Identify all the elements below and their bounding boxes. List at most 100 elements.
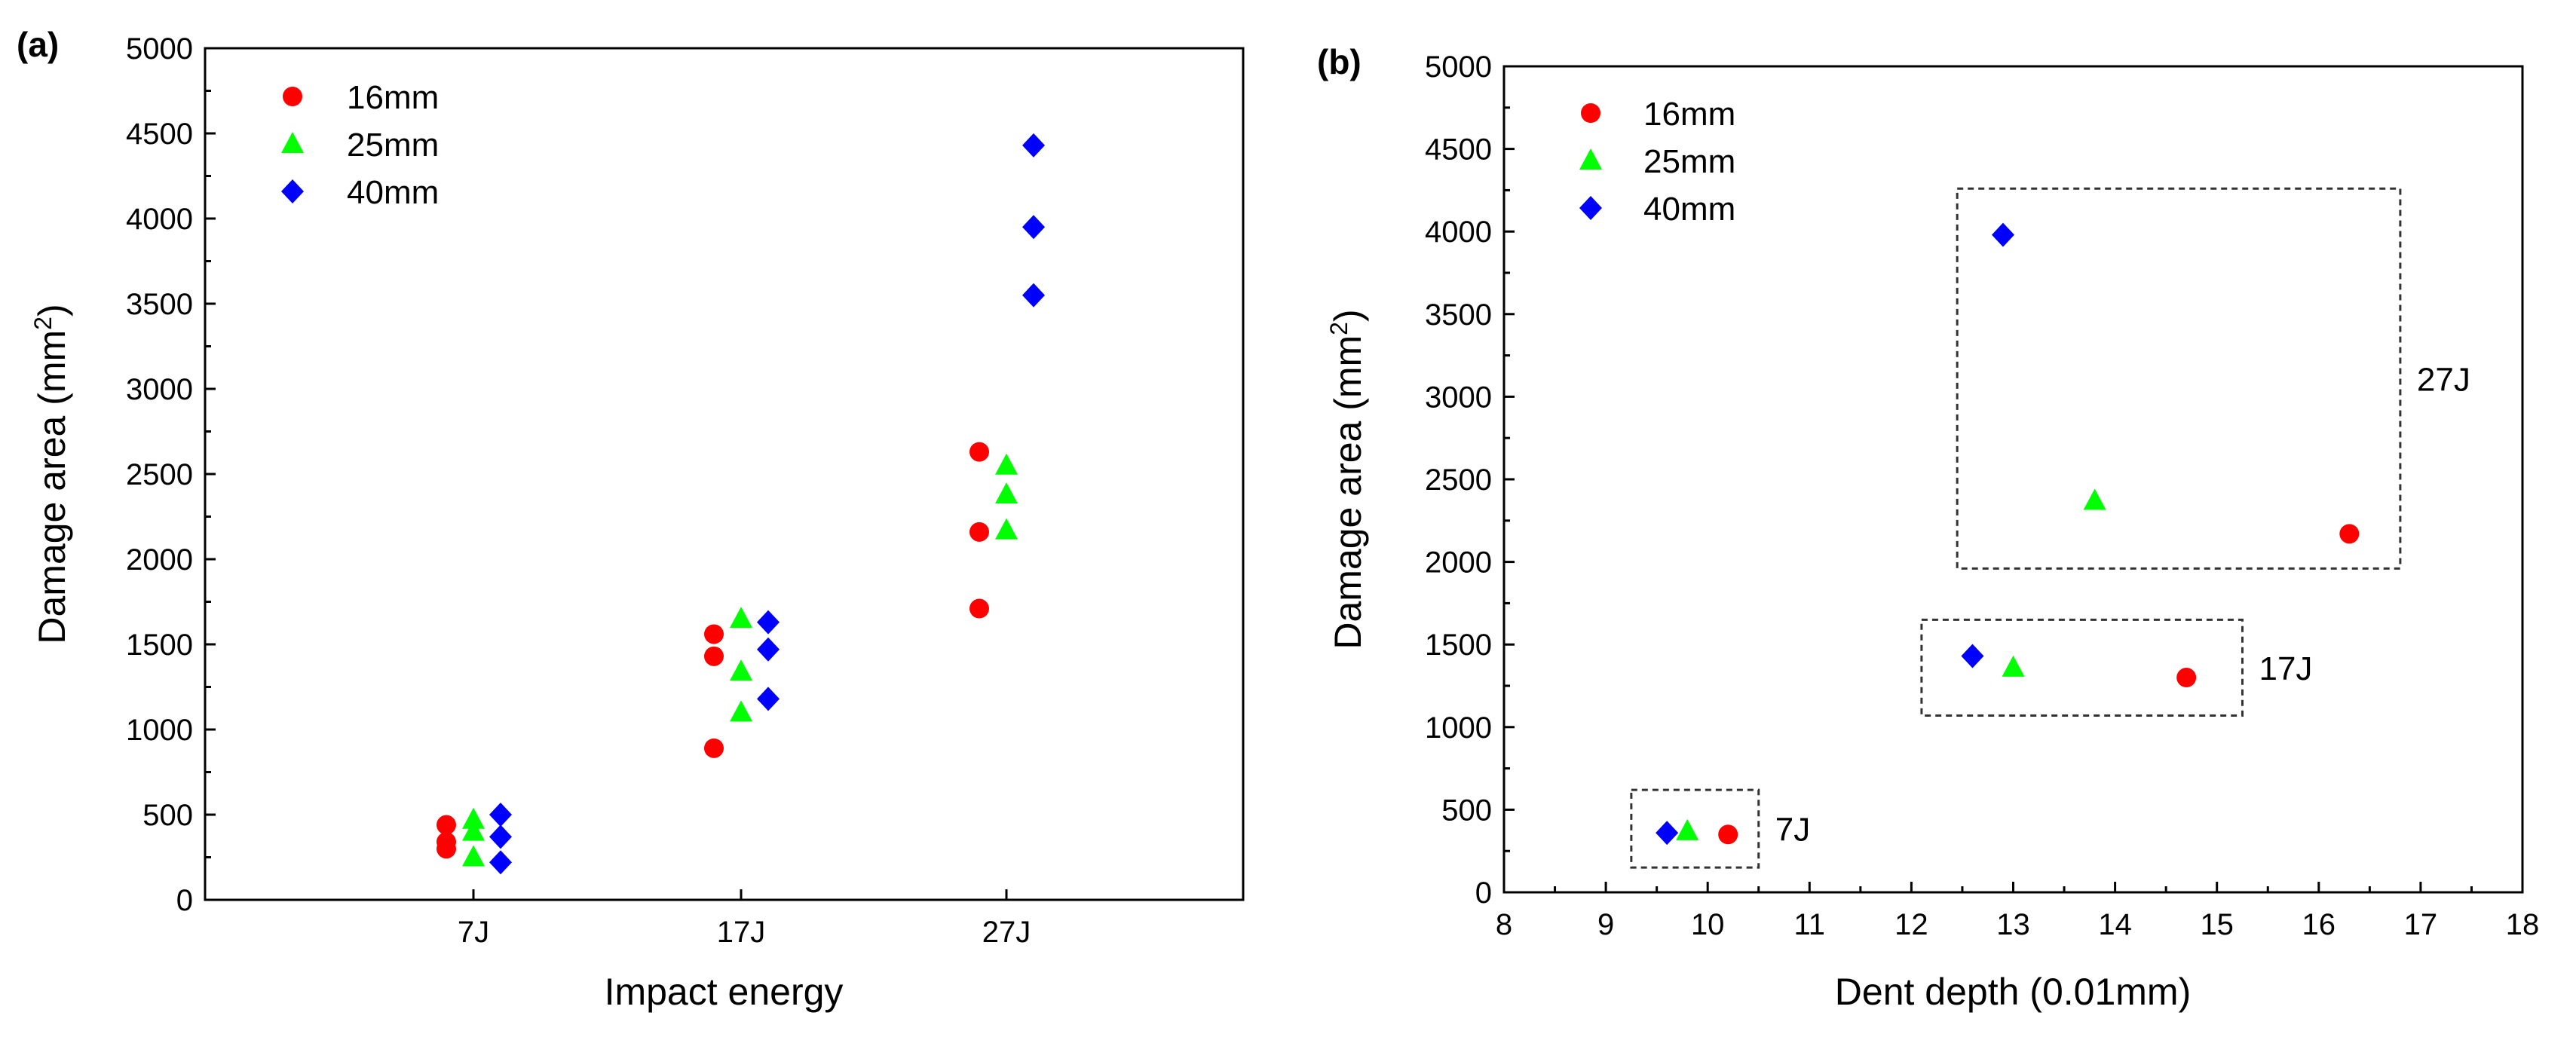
legend-marker-40mm — [281, 179, 304, 203]
group-box-27J — [1956, 187, 2402, 570]
x-tick-label: 16 — [2302, 908, 2336, 941]
panel-b-y-title-main: Damage area (mm — [1327, 335, 1369, 650]
y-tick-label: 5000 — [126, 32, 193, 66]
group-box-7J — [1630, 788, 1760, 869]
panel-b-data-points — [1656, 222, 2360, 846]
group-label-27J: 27J — [2417, 361, 2470, 398]
x-tick-label: 12 — [1894, 908, 1928, 941]
y-tick-label: 1000 — [1425, 711, 1492, 745]
x-tick-label: 13 — [1996, 908, 2030, 941]
y-tick-label: 4500 — [1425, 133, 1492, 167]
data-point-16mm — [704, 738, 724, 758]
y-tick-label: 5000 — [1425, 50, 1492, 84]
x-tick-label: 9 — [1597, 908, 1614, 941]
y-tick-label: 3000 — [126, 373, 193, 406]
data-point-25mm — [462, 819, 485, 841]
panel-a: (a) 0 500 1000 1500 2000 2500 3000 3500 4000 4500… — [17, 25, 1245, 1013]
x-tick-label: 7J — [458, 916, 489, 949]
y-tick-label: 4500 — [126, 118, 193, 151]
data-point-40mm — [1022, 283, 1045, 307]
x-tick-label: 10 — [1691, 908, 1725, 941]
legend-label-40mm: 40mm — [347, 174, 439, 211]
legend-marker-25mm — [1579, 148, 1602, 170]
y-tick-label: 3500 — [126, 288, 193, 321]
data-point-16mm — [2339, 524, 2360, 544]
panel-a-label: (a) — [17, 25, 59, 64]
data-point-40mm — [1961, 644, 1984, 668]
y-tick-label: 2500 — [1425, 463, 1492, 497]
y-tick-label: 500 — [1441, 794, 1492, 827]
data-point-25mm — [1676, 818, 1699, 840]
panel-b-annotations: 7J 17J 27J — [1630, 187, 2470, 869]
panel-b: (b) 0 500 1000 1500 2000 2500 3000 3500 4000 4500… — [1317, 42, 2539, 1013]
panel-a-y-axis-title: Damage area (mm2) — [29, 304, 73, 644]
y-tick-label: 1500 — [126, 629, 193, 662]
data-point-16mm — [2176, 668, 2197, 688]
panel-b-y-axis-title: Damage area (mm2) — [1325, 309, 1369, 649]
legend-marker-40mm — [1579, 196, 1602, 220]
y-tick-label: 3500 — [1425, 298, 1492, 332]
legend-label-40mm: 40mm — [1643, 191, 1735, 228]
y-tick-label: 4000 — [126, 203, 193, 236]
legend-marker-16mm — [1581, 103, 1600, 123]
data-point-16mm — [969, 598, 989, 619]
data-point-40mm — [757, 610, 780, 635]
y-tick-label: 2000 — [126, 543, 193, 577]
panel-b-y-title-suffix: ) — [1327, 309, 1369, 322]
legend-label-25mm: 25mm — [347, 127, 439, 164]
y-tick-label: 2000 — [1425, 546, 1492, 580]
legend-label-25mm: 25mm — [1643, 143, 1735, 180]
data-point-25mm — [2083, 488, 2106, 510]
data-point-25mm — [730, 700, 752, 722]
data-point-16mm — [436, 815, 456, 835]
data-point-16mm — [436, 839, 456, 859]
group-label-7J: 7J — [1775, 812, 1810, 849]
data-point-16mm — [969, 442, 989, 462]
data-point-40mm — [1991, 222, 2014, 247]
x-tick-label: 27J — [982, 916, 1031, 949]
panel-b-legend: 16mm 25mm 40mm — [1579, 96, 1735, 228]
legend-marker-25mm — [281, 132, 304, 153]
data-point-40mm — [1656, 821, 1679, 846]
x-tick-label: 11 — [1794, 908, 1826, 941]
panel-b-x-axis-title: Dent depth (0.01mm) — [1835, 971, 2191, 1013]
y-tick-label: 0 — [1475, 876, 1492, 910]
y-tick-label: 0 — [176, 884, 193, 917]
panel-a-legend: 16mm 25mm 40mm — [281, 79, 439, 211]
panel-a-x-axis: 7J 17J 27J — [458, 889, 1031, 949]
panel-b-y-axis: 0 500 1000 1500 2000 2500 3000 3500 4000 4500 5000 — [1425, 50, 1515, 910]
panel-a-data-points — [436, 133, 1045, 875]
data-point-16mm — [704, 624, 724, 644]
legend-label-16mm: 16mm — [347, 79, 439, 116]
y-tick-label: 4000 — [1425, 216, 1492, 249]
panel-a-y-title-main: Damage area (mm — [31, 330, 73, 644]
data-point-40mm — [1022, 133, 1045, 158]
data-point-25mm — [730, 607, 752, 629]
panel-a-y-title-suffix: ) — [31, 304, 73, 317]
data-point-16mm — [969, 522, 989, 542]
panel-b-label: (b) — [1317, 42, 1362, 81]
x-tick-label: 15 — [2200, 908, 2234, 941]
y-tick-label: 2500 — [126, 458, 193, 491]
legend-label-16mm: 16mm — [1643, 96, 1735, 133]
data-point-40mm — [757, 637, 780, 662]
panel-b-x-axis: 8 9 10 11 12 13 14 15 16 17 18 — [1496, 882, 2539, 941]
y-tick-label: 1000 — [126, 714, 193, 747]
panel-a-x-axis-title: Impact energy — [605, 971, 844, 1013]
x-tick-label: 14 — [2098, 908, 2132, 941]
data-point-16mm — [1718, 824, 1738, 845]
data-point-25mm — [462, 845, 485, 867]
panel-b-y-title-superscript: 2 — [1325, 322, 1352, 335]
data-point-25mm — [995, 518, 1018, 540]
data-point-25mm — [462, 807, 485, 829]
x-tick-label: 17J — [717, 916, 766, 949]
data-point-25mm — [995, 482, 1018, 504]
group-label-17J: 17J — [2259, 650, 2312, 687]
y-tick-label: 3000 — [1425, 381, 1492, 414]
data-point-25mm — [2002, 655, 2025, 677]
legend-marker-16mm — [283, 87, 302, 106]
data-point-40mm — [757, 687, 780, 711]
group-box-17J — [1920, 618, 2244, 717]
x-tick-label: 8 — [1496, 908, 1512, 941]
data-point-25mm — [995, 453, 1018, 475]
